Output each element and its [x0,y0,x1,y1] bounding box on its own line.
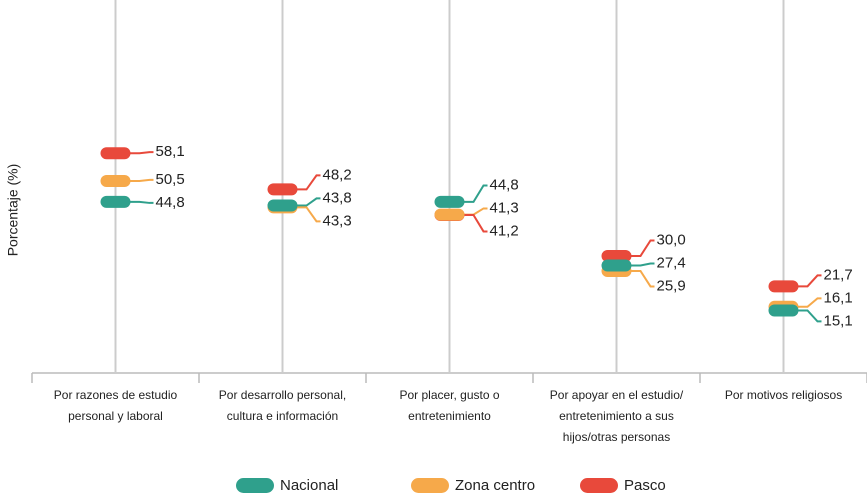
dot-marker [768,280,799,293]
value-label: 21,7 [824,266,853,283]
legend-swatch [580,478,618,493]
x-tick-label: Por desarrollo personal, cultura e infor… [218,388,347,423]
value-label: 41,3 [490,199,519,216]
dot-marker [100,147,131,160]
dot-marker [100,195,131,208]
value-label: 44,8 [490,176,519,193]
value-label: 44,8 [156,194,185,211]
legend-label: Nacional [280,477,338,494]
leader-line [127,151,154,155]
dot-marker [601,249,632,262]
dot-marker [434,208,465,221]
value-label: 58,1 [156,143,185,160]
leader-line [127,178,154,183]
x-tick-label: Por razones de estudio personal y labora… [53,388,178,423]
value-label: 50,5 [156,171,185,188]
x-tick-label: Por motivos religiosos [724,388,843,402]
leader-line [795,297,822,308]
value-label: 25,9 [657,277,686,294]
leader-line [795,274,822,288]
dot-marker [601,259,632,272]
leader-line [628,269,655,288]
value-label: 43,3 [323,212,352,229]
dot-marker [267,199,298,212]
dot-marker [100,175,131,188]
leader-line [461,184,488,203]
value-label: 15,1 [824,312,853,329]
value-label: 27,4 [657,254,686,271]
value-label: 16,1 [824,289,853,306]
x-tick-label: Por placer, gusto o entretenimiento [399,388,500,423]
x-tick-label: Por apoyar en el estudio/ entretenimient… [549,388,684,444]
leader-line [628,262,655,267]
leader-line [461,214,488,233]
y-axis-title: Porcentaje (%) [5,164,21,257]
leader-line [795,309,822,323]
value-label: 41,2 [490,222,519,239]
value-label: 48,2 [323,166,352,183]
value-label: 30,0 [657,231,686,248]
legend-swatch [411,478,449,493]
dot-marker [434,195,465,208]
leader-line [294,174,321,191]
dot-marker [267,183,298,196]
leader-line [127,200,154,204]
leader-line [294,206,321,223]
leader-line [628,239,655,257]
leader-line [294,197,321,207]
legend-swatch [236,478,274,493]
leader-line [461,207,488,216]
dot-marker [768,304,799,317]
legend-label: Pasco [624,477,666,494]
legend-label: Zona centro [455,477,535,494]
value-label: 43,8 [323,189,352,206]
